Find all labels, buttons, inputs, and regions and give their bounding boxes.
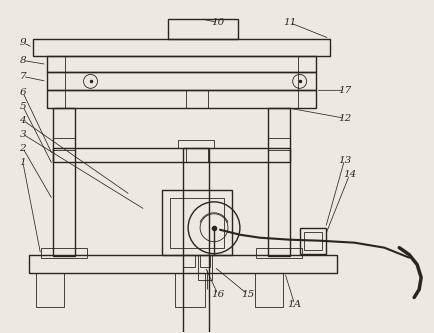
Bar [168, 19, 238, 39]
Text: 15: 15 [241, 290, 254, 299]
Bar [268, 108, 290, 256]
Text: 11: 11 [283, 18, 296, 27]
Text: 5: 5 [20, 102, 26, 111]
Bar [299, 228, 326, 254]
Bar [183, 148, 209, 333]
Bar [304, 232, 322, 250]
Bar [47, 72, 316, 90]
Text: 13: 13 [338, 156, 351, 165]
Text: 17: 17 [338, 86, 351, 95]
Bar [256, 248, 302, 258]
Text: 12: 12 [338, 114, 351, 123]
Bar [183, 255, 195, 267]
Bar [200, 255, 210, 267]
Bar [255, 272, 283, 307]
Bar [47, 57, 316, 72]
Bar [268, 138, 290, 150]
Bar [298, 57, 316, 108]
Text: 7: 7 [20, 72, 26, 81]
Bar [53, 148, 290, 162]
Text: 2: 2 [20, 144, 26, 153]
Bar [170, 198, 224, 248]
Bar [33, 39, 329, 57]
Text: 9: 9 [20, 38, 26, 47]
Bar [53, 138, 75, 150]
Text: 10: 10 [211, 18, 225, 27]
Text: 6: 6 [20, 88, 26, 97]
Bar [175, 272, 205, 307]
Text: 3: 3 [20, 130, 26, 139]
Text: 14: 14 [343, 170, 356, 179]
Bar [162, 190, 232, 255]
Text: 16: 16 [211, 290, 225, 299]
Bar [41, 248, 86, 258]
Bar [198, 255, 212, 279]
Bar [47, 90, 316, 108]
Text: 8: 8 [20, 56, 26, 65]
Bar [53, 108, 75, 256]
Text: 4: 4 [20, 116, 26, 125]
Text: 1: 1 [20, 158, 26, 166]
Bar [29, 255, 338, 272]
Bar [47, 57, 65, 108]
Bar [178, 140, 214, 148]
Bar [36, 272, 64, 307]
Text: 1A: 1A [288, 300, 302, 309]
